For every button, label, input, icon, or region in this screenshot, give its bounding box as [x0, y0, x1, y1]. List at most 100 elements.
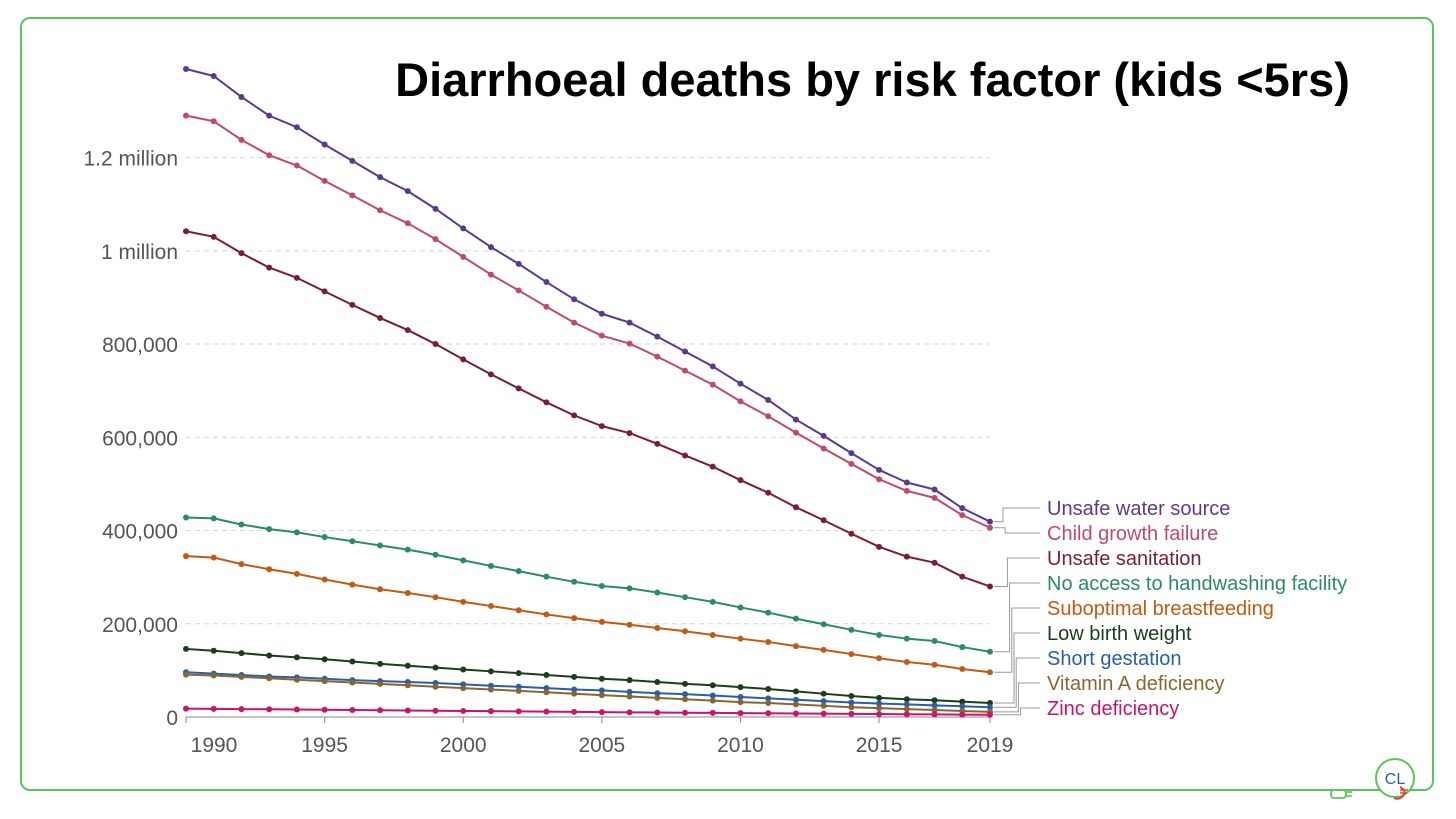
data-point [876, 711, 883, 718]
data-point [598, 332, 605, 339]
data-point [377, 174, 384, 181]
legend-label: Unsafe water source [1047, 498, 1230, 520]
data-point [404, 188, 411, 195]
legend-connector [994, 632, 1040, 704]
y-tick-label: 1 million [101, 241, 178, 264]
data-point [820, 517, 827, 524]
data-point [626, 677, 633, 684]
data-point [820, 690, 827, 697]
series-unsafe-water-source [183, 66, 993, 525]
data-point [349, 301, 356, 308]
data-point [598, 310, 605, 317]
data-point [293, 529, 300, 536]
data-point [183, 228, 189, 235]
data-point [210, 72, 217, 79]
y-tick-label: 400,000 [102, 521, 178, 544]
data-point [487, 562, 494, 569]
data-point [543, 685, 550, 692]
data-point [654, 709, 661, 716]
data-point [210, 118, 217, 125]
series-line [185, 647, 991, 705]
data-point [654, 679, 661, 686]
data-point [682, 367, 689, 374]
x-tick-label: 2019 [967, 734, 1014, 757]
data-point [682, 594, 689, 601]
data-point [654, 333, 661, 340]
data-point [848, 530, 855, 537]
legend-label: Vitamin A deficiency [1047, 673, 1225, 695]
data-point [266, 152, 273, 159]
data-point [349, 707, 356, 714]
data-point [876, 543, 883, 550]
data-point [737, 477, 744, 484]
series-zinc-deficiency [183, 705, 993, 718]
series-no-access-to-handwashing-facility [183, 514, 993, 655]
data-point [238, 136, 245, 143]
data-point [266, 675, 273, 682]
data-point [266, 264, 273, 271]
data-point [460, 253, 467, 260]
plug-icon [1330, 789, 1352, 799]
data-point [931, 638, 938, 645]
chart-title: Diarrhoeal deaths by risk factor (kids <… [395, 53, 1350, 106]
y-tick-label: 200,000 [102, 614, 178, 637]
x-tick-label: 1990 [191, 734, 238, 757]
data-point [321, 534, 328, 541]
data-point [571, 319, 578, 326]
data-point [931, 697, 938, 704]
data-point [848, 626, 855, 633]
data-point [792, 504, 799, 511]
data-point [876, 466, 883, 473]
data-point [737, 604, 744, 611]
data-point [598, 709, 605, 716]
data-point [709, 363, 716, 370]
data-point [848, 460, 855, 467]
data-point [183, 671, 189, 678]
legend-label: Zinc deficiency [1047, 698, 1179, 720]
logo-text: CL [1385, 771, 1406, 788]
x-tick-label: 2010 [717, 734, 764, 757]
x-tick-label: 2015 [856, 734, 903, 757]
data-point [293, 274, 300, 281]
data-point [848, 693, 855, 700]
legend-connector [994, 607, 1040, 673]
data-point [598, 583, 605, 590]
data-point [654, 690, 661, 697]
data-point [571, 690, 578, 697]
data-point [377, 680, 384, 687]
data-point [654, 624, 661, 631]
data-point [515, 683, 522, 690]
y-tick-label: 0 [166, 707, 178, 730]
data-point [515, 607, 522, 614]
data-point [903, 658, 910, 665]
data-point [876, 655, 883, 662]
data-point [321, 706, 328, 713]
data-point [598, 687, 605, 694]
data-point [959, 665, 966, 672]
data-point [598, 423, 605, 430]
data-point [765, 638, 772, 645]
data-point [460, 225, 467, 232]
data-point [765, 489, 772, 496]
x-tick-label: 2005 [579, 734, 626, 757]
series-suboptimal-breastfeeding [183, 553, 993, 676]
data-point [460, 557, 467, 564]
data-point [709, 682, 716, 689]
data-point [737, 380, 744, 387]
data-point [432, 551, 439, 558]
data-point [792, 416, 799, 423]
legend: Unsafe water source Child growth failure U… [994, 498, 1347, 720]
series-line [185, 516, 991, 653]
data-point [903, 706, 910, 713]
data-point [737, 635, 744, 642]
data-point [959, 698, 966, 705]
data-point [682, 709, 689, 716]
data-point [987, 704, 993, 711]
data-point [432, 664, 439, 671]
data-point [210, 554, 217, 561]
legend-label: Low birth weight [1047, 623, 1192, 645]
data-point [709, 631, 716, 638]
data-point [238, 561, 245, 568]
data-point [876, 705, 883, 712]
data-point [820, 621, 827, 628]
